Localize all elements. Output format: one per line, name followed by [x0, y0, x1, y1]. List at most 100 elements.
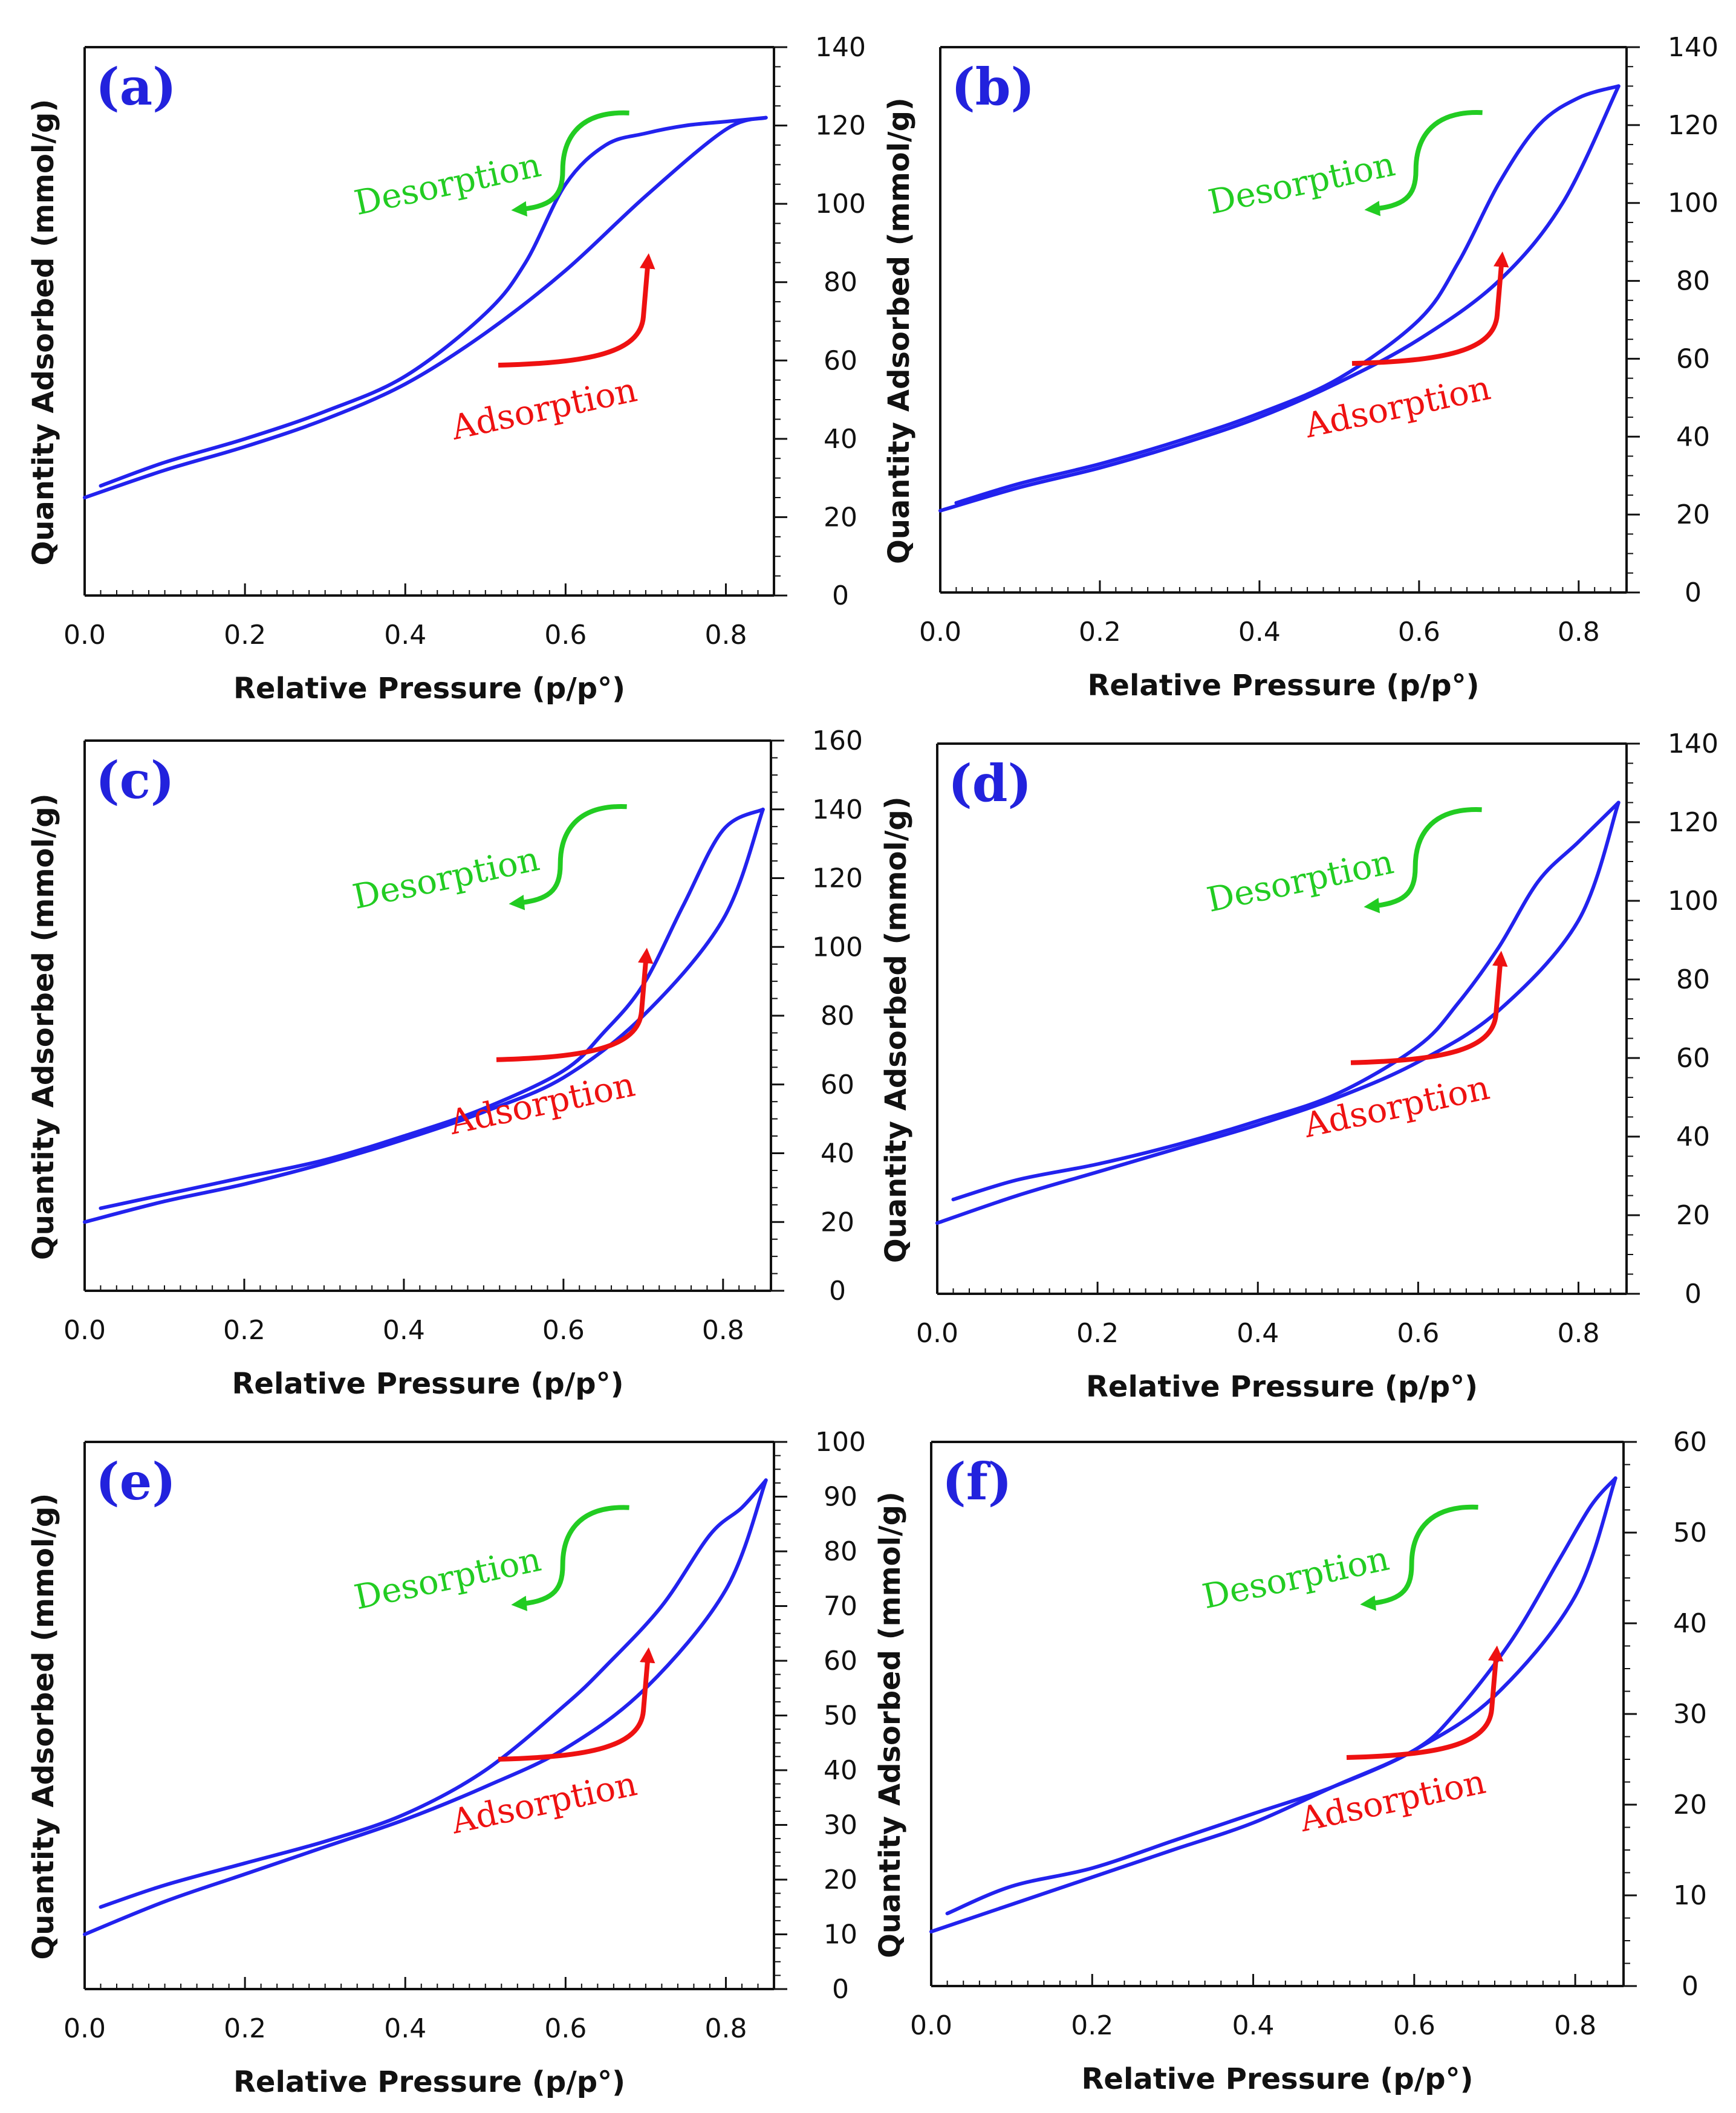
panel-label: (b) [951, 57, 1035, 117]
x-tick-label: 0.6 [1397, 1318, 1439, 1349]
y-tick-label: 80 [821, 1001, 854, 1031]
desorption-curve [99, 807, 765, 1210]
x-tick-label: 0.8 [1557, 1318, 1599, 1349]
panel-e: 0.0 0.2 0.4 0.6 0.8 0 10 20 30 40 50 60 70 80 90 100 Rel… [27, 1427, 866, 2099]
panel-b: 0.0 0.2 0.4 0.6 0.8 0 20 40 60 80 100 120 140 Relativ… [882, 32, 1718, 703]
x-tick-label: 0.4 [1237, 1318, 1279, 1349]
adsorption-label: Adsorption [445, 1065, 638, 1143]
y-tick-label: 30 [1673, 1699, 1707, 1730]
y-tick-label: 80 [1676, 964, 1710, 995]
x-tick-label: 0.2 [224, 620, 266, 651]
y-tick-label: 140 [1668, 729, 1718, 759]
x-tick-label: 0.0 [916, 1318, 958, 1349]
y-tick-label: 60 [824, 345, 857, 376]
x-tick-label: 0.2 [1071, 2010, 1113, 2041]
y-tick-label: 40 [824, 1755, 857, 1786]
desorption-label: Desorption [1203, 842, 1397, 920]
adsorption-arrow [498, 253, 655, 368]
x-tick-label: 0.0 [910, 2010, 952, 2041]
y-tick-label: 40 [824, 424, 857, 455]
adsorption-arrow [1350, 950, 1508, 1065]
x-axis-title: Relative Pressure (p/p°) [1081, 2062, 1473, 2096]
adsorption-curve [83, 807, 765, 1224]
y-tick-label: 60 [1676, 1043, 1710, 1074]
adsorption-arrow [496, 947, 654, 1062]
x-tick-label: 0.0 [63, 1315, 106, 1346]
desorption-arrow [1364, 110, 1483, 216]
y-tick-label: 20 [824, 502, 857, 533]
y-tick-label: 120 [1668, 807, 1718, 838]
y-tick-label: 70 [824, 1591, 857, 1622]
y-tick-label: 60 [821, 1069, 854, 1100]
y-tick-label: 140 [812, 794, 863, 825]
x-tick-label: 0.4 [1238, 617, 1281, 648]
y-tick-label: 50 [824, 1701, 857, 1732]
y-tick-label: 80 [1676, 266, 1710, 297]
x-tick-label: 0.4 [1232, 2010, 1275, 2041]
adsorption-arrow [1351, 251, 1509, 366]
y-tick-label: 160 [812, 725, 863, 756]
x-axis-title: Relative Pressure (p/p°) [233, 672, 625, 706]
adsorption-curve [83, 1478, 768, 1936]
panel-a: 0.0 0.2 0.4 0.6 0.8 0 20 40 60 80 100 120 140 Relativ… [27, 32, 866, 706]
x-tick-label: 0.8 [1554, 2010, 1596, 2041]
desorption-curve [951, 800, 1621, 1201]
y-tick-label: 100 [812, 932, 863, 962]
panel-label: (e) [96, 1452, 176, 1511]
y-axis-title: Quantity Adsorbed (mmol/g) [27, 1493, 60, 1960]
adsorption-curve [929, 1476, 1617, 1933]
y-tick-label: 30 [824, 1810, 857, 1841]
y-tick-label: 60 [824, 1646, 857, 1676]
desorption-curve [99, 115, 768, 488]
x-tick-label: 0.8 [704, 2013, 747, 2044]
desorption-arrow [511, 1505, 629, 1611]
x-tick-label: 0.0 [63, 620, 106, 651]
y-tick-label: 40 [1673, 1608, 1707, 1639]
desorption-arrow [1360, 1504, 1478, 1611]
y-tick-label: 100 [815, 1427, 866, 1458]
desorption-arrow [509, 804, 627, 910]
x-tick-label: 0.4 [384, 620, 426, 651]
adsorption-label: Adsorption [1296, 1762, 1489, 1840]
y-tick-label: 0 [1682, 1971, 1699, 2002]
x-axis-title: Relative Pressure (p/p°) [1087, 669, 1479, 703]
panel-f: 0.0 0.2 0.4 0.6 0.8 0 10 20 30 40 50 60 Relative Pre… [873, 1427, 1707, 2096]
adsorption-curve [83, 115, 768, 499]
panel-label: (c) [96, 750, 175, 810]
y-tick-label: 40 [1676, 1121, 1710, 1152]
y-tick-label: 20 [821, 1207, 854, 1238]
desorption-label: Desorption [1199, 1539, 1393, 1617]
x-axis-title: Relative Pressure (p/p°) [1086, 1370, 1478, 1404]
y-tick-label: 140 [1668, 32, 1718, 63]
y-tick-label: 100 [1668, 886, 1718, 917]
y-tick-label: 60 [1673, 1427, 1707, 1458]
x-tick-label: 0.2 [1076, 1318, 1119, 1349]
y-axis-title: Quantity Adsorbed (mmol/g) [879, 796, 913, 1263]
desorption-label: Desorption [351, 1540, 544, 1618]
y-tick-label: 100 [815, 189, 866, 219]
x-tick-label: 0.8 [1558, 617, 1600, 648]
y-tick-label: 80 [824, 267, 857, 298]
x-tick-label: 0.6 [1393, 2010, 1435, 2041]
y-tick-label: 10 [824, 1920, 857, 1950]
y-tick-label: 100 [1668, 188, 1718, 219]
y-axis-title: Quantity Adsorbed (mmol/g) [27, 99, 60, 566]
panel-c: 0.0 0.2 0.4 0.6 0.8 0 20 40 60 80 100 120 140 160 Rela… [27, 725, 863, 1401]
x-tick-label: 0.2 [223, 1315, 265, 1346]
y-tick-label: 0 [1685, 1279, 1702, 1310]
panel-label: (f) [942, 1452, 1012, 1511]
y-tick-label: 40 [1676, 421, 1710, 452]
desorption-curve [99, 1478, 768, 1909]
desorption-curve [945, 1476, 1617, 1915]
x-tick-label: 0.0 [919, 617, 961, 648]
y-tick-label: 40 [821, 1138, 854, 1169]
desorption-arrow [511, 110, 629, 217]
y-tick-label: 20 [1676, 499, 1710, 530]
y-tick-label: 20 [824, 1865, 857, 1895]
y-axis-title: Quantity Adsorbed (mmol/g) [882, 97, 916, 564]
y-tick-label: 20 [1676, 1200, 1710, 1231]
desorption-arrow [1364, 807, 1482, 914]
y-tick-label: 120 [812, 863, 863, 894]
x-tick-label: 0.2 [224, 2013, 266, 2044]
x-tick-label: 0.8 [704, 620, 747, 651]
